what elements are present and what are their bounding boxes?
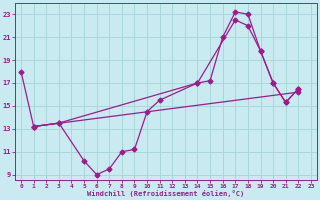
X-axis label: Windchill (Refroidissement éolien,°C): Windchill (Refroidissement éolien,°C) xyxy=(87,190,244,197)
